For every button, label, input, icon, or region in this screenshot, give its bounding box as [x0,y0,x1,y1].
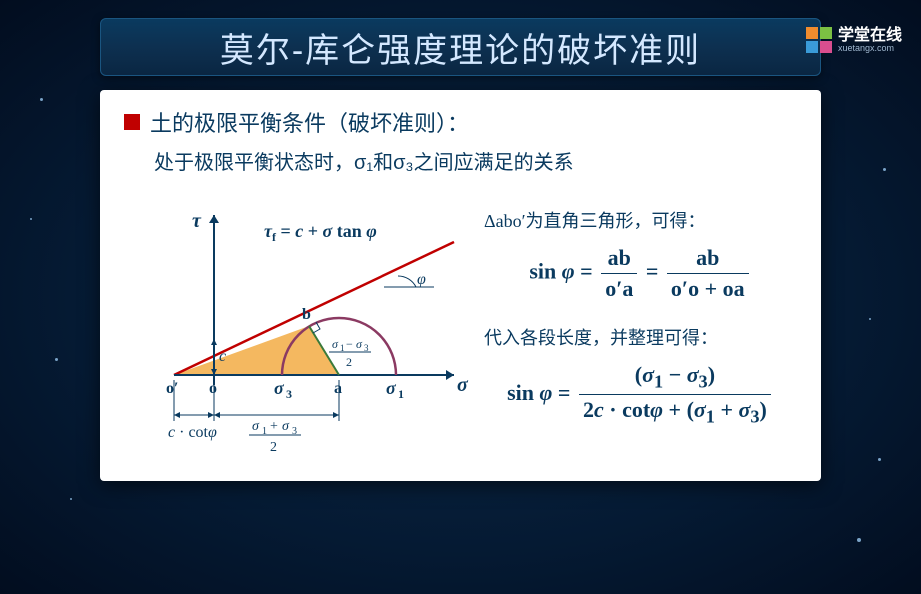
logo-text-cn: 学堂在线 [838,28,902,44]
subheading: 处于极限平衡状态时，σ₁和σ₃之间应满足的关系 [154,146,797,175]
svg-text:σ: σ [252,419,260,434]
svg-text:2: 2 [270,440,277,455]
svg-text:3: 3 [286,387,292,401]
logo: 学堂在线 xuetangx.com [806,27,902,53]
svg-text:1: 1 [398,387,404,401]
right-text-1: Δabo′为直角三角形，可得： [484,207,797,233]
svg-text:σ: σ [282,419,290,434]
svg-text:c: c [219,348,226,365]
svg-text:−: − [346,337,353,351]
svg-text:φ: φ [417,271,426,288]
mohr-diagram: τ σ o′ o σ3 a b σ1 c φ τf = c + σ tan φ … [124,185,474,465]
content-panel: 土的极限平衡条件（破坏准则）： 处于极限平衡状态时，σ₁和σ₃之间应满足的关系 [100,90,821,481]
svg-text:σ: σ [332,337,339,351]
equation-1: sin φ = abo′a = abo′o + oa [484,245,797,302]
svg-text:2: 2 [346,355,352,369]
svg-text:c · cotφ: c · cotφ [168,424,217,441]
equations: Δabo′为直角三角形，可得： sin φ = abo′a = abo′o + … [484,185,797,465]
title-bar: 莫尔-库仑强度理论的破坏准则 学堂在线 xuetangx.com [100,18,821,76]
page-title: 莫尔-库仑强度理论的破坏准则 [220,23,701,72]
equation-2: sin φ = (σ1 − σ3) 2c · cotφ + (σ1 + σ3) [484,362,797,428]
svg-text:τ: τ [192,210,202,232]
svg-text:b: b [302,306,311,323]
right-text-2: 代入各段长度，并整理可得： [484,324,797,350]
svg-text:a: a [334,380,342,397]
svg-text:σ: σ [386,378,397,398]
svg-text:o: o [209,380,217,397]
heading: 土的极限平衡条件（破坏准则）： [150,106,469,138]
svg-text:+: + [270,419,278,434]
bullet-icon [124,114,140,130]
svg-text:o′: o′ [166,380,179,397]
logo-text-en: xuetangx.com [838,44,902,53]
svg-text:σ: σ [457,374,469,396]
svg-text:τf = c + σ tan φ: τf = c + σ tan φ [264,221,377,244]
svg-text:σ: σ [356,337,363,351]
svg-text:σ: σ [274,378,285,398]
logo-icon [806,27,832,53]
